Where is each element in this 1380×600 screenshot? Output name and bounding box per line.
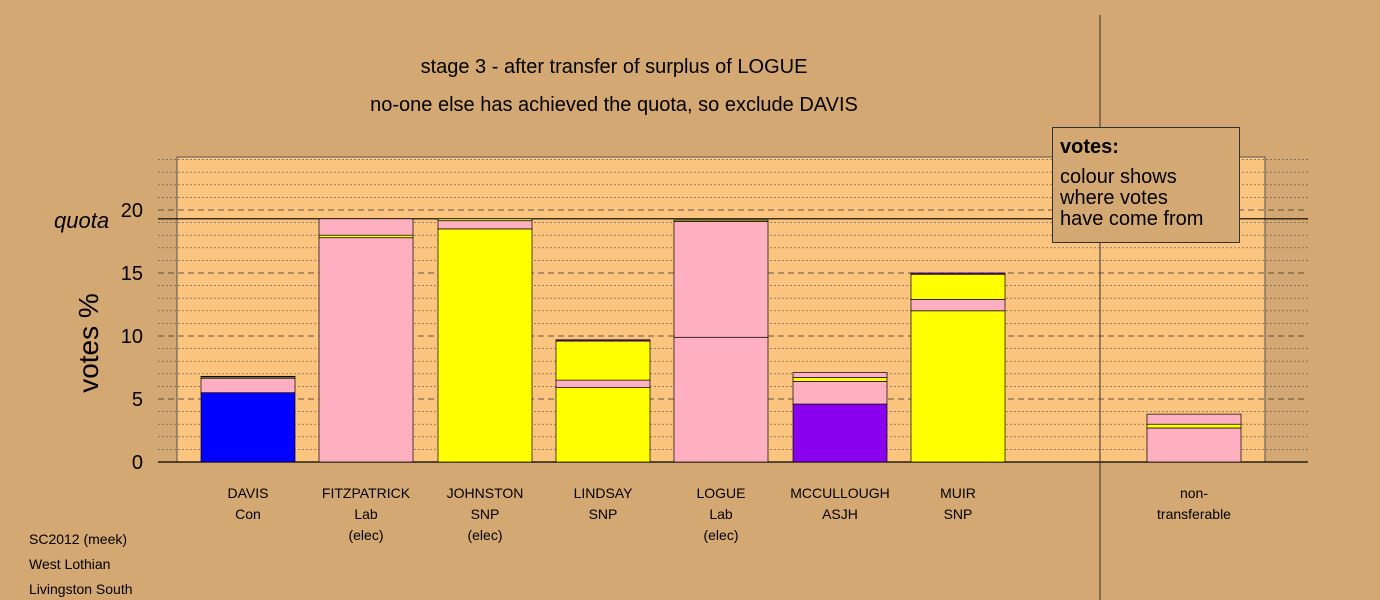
- legend-line: have come from: [1060, 208, 1204, 230]
- bar-segment-muir-asjh: [910, 272, 1006, 275]
- y-axis-label: votes %: [73, 293, 104, 393]
- footer-line: West Lothian: [29, 556, 111, 572]
- footer-line: SC2012 (meek): [29, 531, 128, 547]
- bar-segment-logue-lab: [673, 220, 769, 338]
- quota-label: quota: [54, 208, 110, 233]
- bar-segment-lindsay-asjh: [555, 339, 651, 342]
- bar-segment-lindsay-snp: [555, 387, 651, 463]
- bar-segment-muir-snp: [910, 273, 1006, 300]
- chart-subtitle: no-one else has achieved the quota, so e…: [370, 94, 858, 116]
- y-tick-label: 10: [121, 326, 143, 348]
- bar-segment-johnston-snp: [437, 218, 533, 222]
- candidate-label-fitzpatrick: FITZPATRICK Lab (elec): [321, 485, 411, 543]
- legend-line: where votes: [1060, 187, 1168, 209]
- candidate-label-davis: DAVIS Con: [227, 485, 269, 522]
- bar-segment-johnston-snp: [437, 228, 533, 463]
- bar-segment-johnston-lab: [437, 220, 533, 230]
- bar-segment-non-lab: [1146, 427, 1242, 463]
- candidate-label-mccullough: MCCULLOUGH ASJH: [790, 485, 890, 522]
- bar-segment-non-snp: [1146, 423, 1242, 429]
- y-tick-label: 0: [132, 452, 143, 474]
- bar-segment-lindsay-lab: [555, 379, 651, 389]
- bar-segment-mccullough-lab: [792, 381, 888, 405]
- y-tick-label: 5: [132, 389, 143, 411]
- y-tick-label: 20: [121, 200, 143, 222]
- bar-segment-fitzpatrick-lab: [318, 218, 414, 236]
- bar-segment-logue-snp: [673, 219, 769, 222]
- bar-segment-non-lab: [1146, 413, 1242, 425]
- bar-segment-mccullough-asjh: [792, 403, 888, 463]
- candidate-label-lindsay: LINDSAY SNP: [573, 485, 633, 522]
- chart-title: stage 3 - after transfer of surplus of L…: [420, 56, 808, 78]
- candidate-label-nontransferable: non- transferable: [1157, 485, 1231, 522]
- bar-segment-davis-asjh: [200, 375, 296, 378]
- legend-title: votes:: [1060, 136, 1119, 158]
- bar-segment-fitzpatrick-snp: [318, 234, 414, 239]
- bar-segment-logue-lab: [673, 336, 769, 463]
- y-tick-label: 15: [121, 263, 143, 285]
- bar-segment-davis-lab: [200, 377, 296, 394]
- candidate-label-johnston: JOHNSTON SNP (elec): [446, 485, 524, 543]
- candidate-label-muir: MUIR SNP: [940, 485, 976, 522]
- bar-segment-davis-con: [200, 392, 296, 463]
- bar-segment-muir-lab: [910, 299, 1006, 312]
- bar-segment-fitzpatrick-lab: [318, 237, 414, 463]
- candidate-label-logue: LOGUE Lab (elec): [696, 485, 746, 543]
- legend-line: colour shows: [1060, 166, 1177, 188]
- bar-segment-mccullough-snp: [792, 377, 888, 382]
- bar-segment-mccullough-lab: [792, 372, 888, 378]
- bar-segment-muir-snp: [910, 310, 1006, 463]
- legend: votes: colour shows where votes have com…: [1052, 127, 1240, 243]
- footer-line: Livingston South: [29, 581, 133, 597]
- bar-segment-lindsay-snp: [555, 340, 651, 381]
